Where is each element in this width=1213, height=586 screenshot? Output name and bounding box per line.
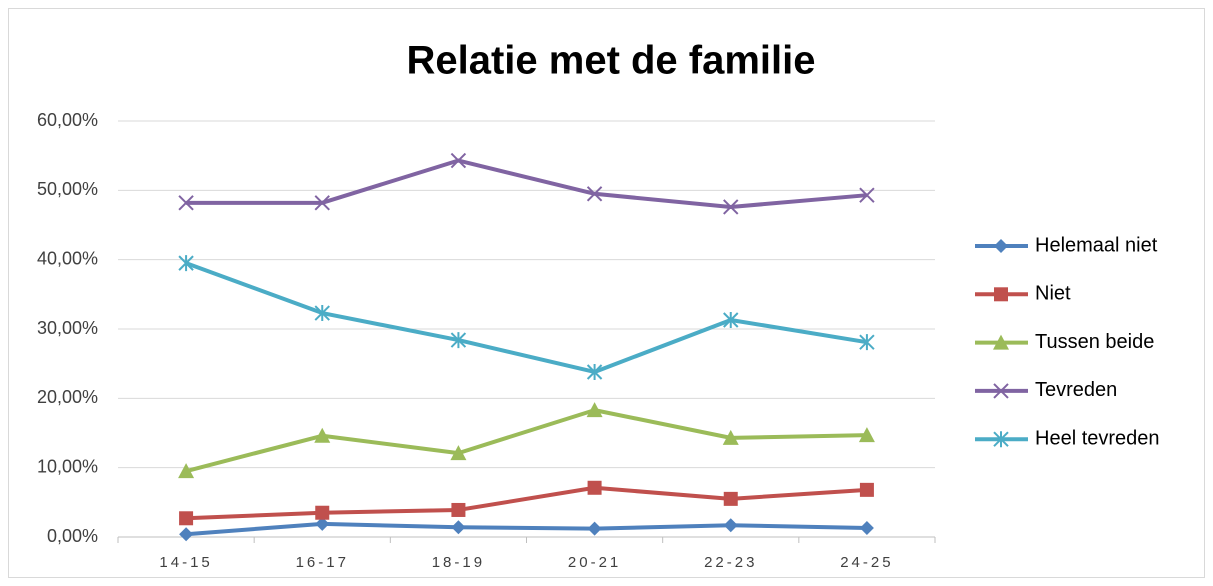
marker [178, 463, 195, 479]
legend-label: Helemaal niet [1035, 234, 1158, 256]
y-tick-label: 30,00% [37, 318, 98, 338]
y-tick-label: 0,00% [47, 526, 98, 546]
x-tick-label: 20-21 [568, 554, 621, 571]
y-tick-label: 40,00% [37, 248, 98, 268]
marker [586, 363, 603, 380]
marker [315, 516, 330, 531]
legend-marker [994, 287, 1008, 302]
legend-marker [993, 383, 1009, 399]
series-line [186, 485, 868, 521]
series-line [186, 158, 868, 209]
marker [314, 427, 331, 443]
marker [451, 502, 466, 517]
legend-marker [993, 431, 1009, 448]
marker [722, 429, 739, 445]
marker [179, 511, 194, 526]
series-line [185, 261, 868, 374]
marker [450, 152, 467, 169]
marker [179, 527, 194, 542]
x-tick-label: 16-17 [296, 554, 349, 571]
marker [314, 305, 330, 322]
marker [450, 332, 467, 349]
marker [314, 195, 330, 211]
marker [859, 334, 875, 351]
legend-label: Niet [1035, 283, 1071, 305]
marker [587, 480, 602, 495]
x-tick-label: 18-19 [432, 554, 485, 571]
legend-label: Tevreden [1035, 379, 1117, 401]
marker [723, 491, 738, 506]
legend-label: Heel tevreden [1035, 427, 1160, 449]
marker [723, 199, 739, 215]
legend-marker [994, 239, 1008, 253]
y-tick-label: 20,00% [37, 387, 98, 407]
legend-marker [993, 334, 1009, 350]
marker [450, 445, 467, 461]
marker [723, 518, 738, 533]
series-line [185, 408, 867, 474]
marker [587, 521, 602, 536]
marker [178, 255, 194, 272]
marker [858, 427, 875, 443]
marker [859, 187, 875, 203]
x-tick-label: 22-23 [704, 554, 757, 571]
x-tick-label: 24-25 [840, 554, 893, 571]
marker [723, 311, 739, 328]
marker [859, 482, 874, 497]
marker [451, 520, 466, 535]
series-line [185, 521, 867, 537]
y-tick-label: 50,00% [37, 179, 98, 199]
marker [859, 520, 874, 535]
y-tick-label: 60,00% [37, 110, 98, 130]
x-tick-label: 14-15 [159, 554, 212, 571]
marker [586, 402, 603, 418]
marker [178, 195, 194, 211]
marker [315, 505, 330, 520]
y-tick-label: 10,00% [37, 456, 98, 476]
marker [586, 186, 603, 202]
legend-label: Tussen beide [1035, 331, 1154, 353]
chart-title: Relatie met de familie [406, 39, 815, 83]
